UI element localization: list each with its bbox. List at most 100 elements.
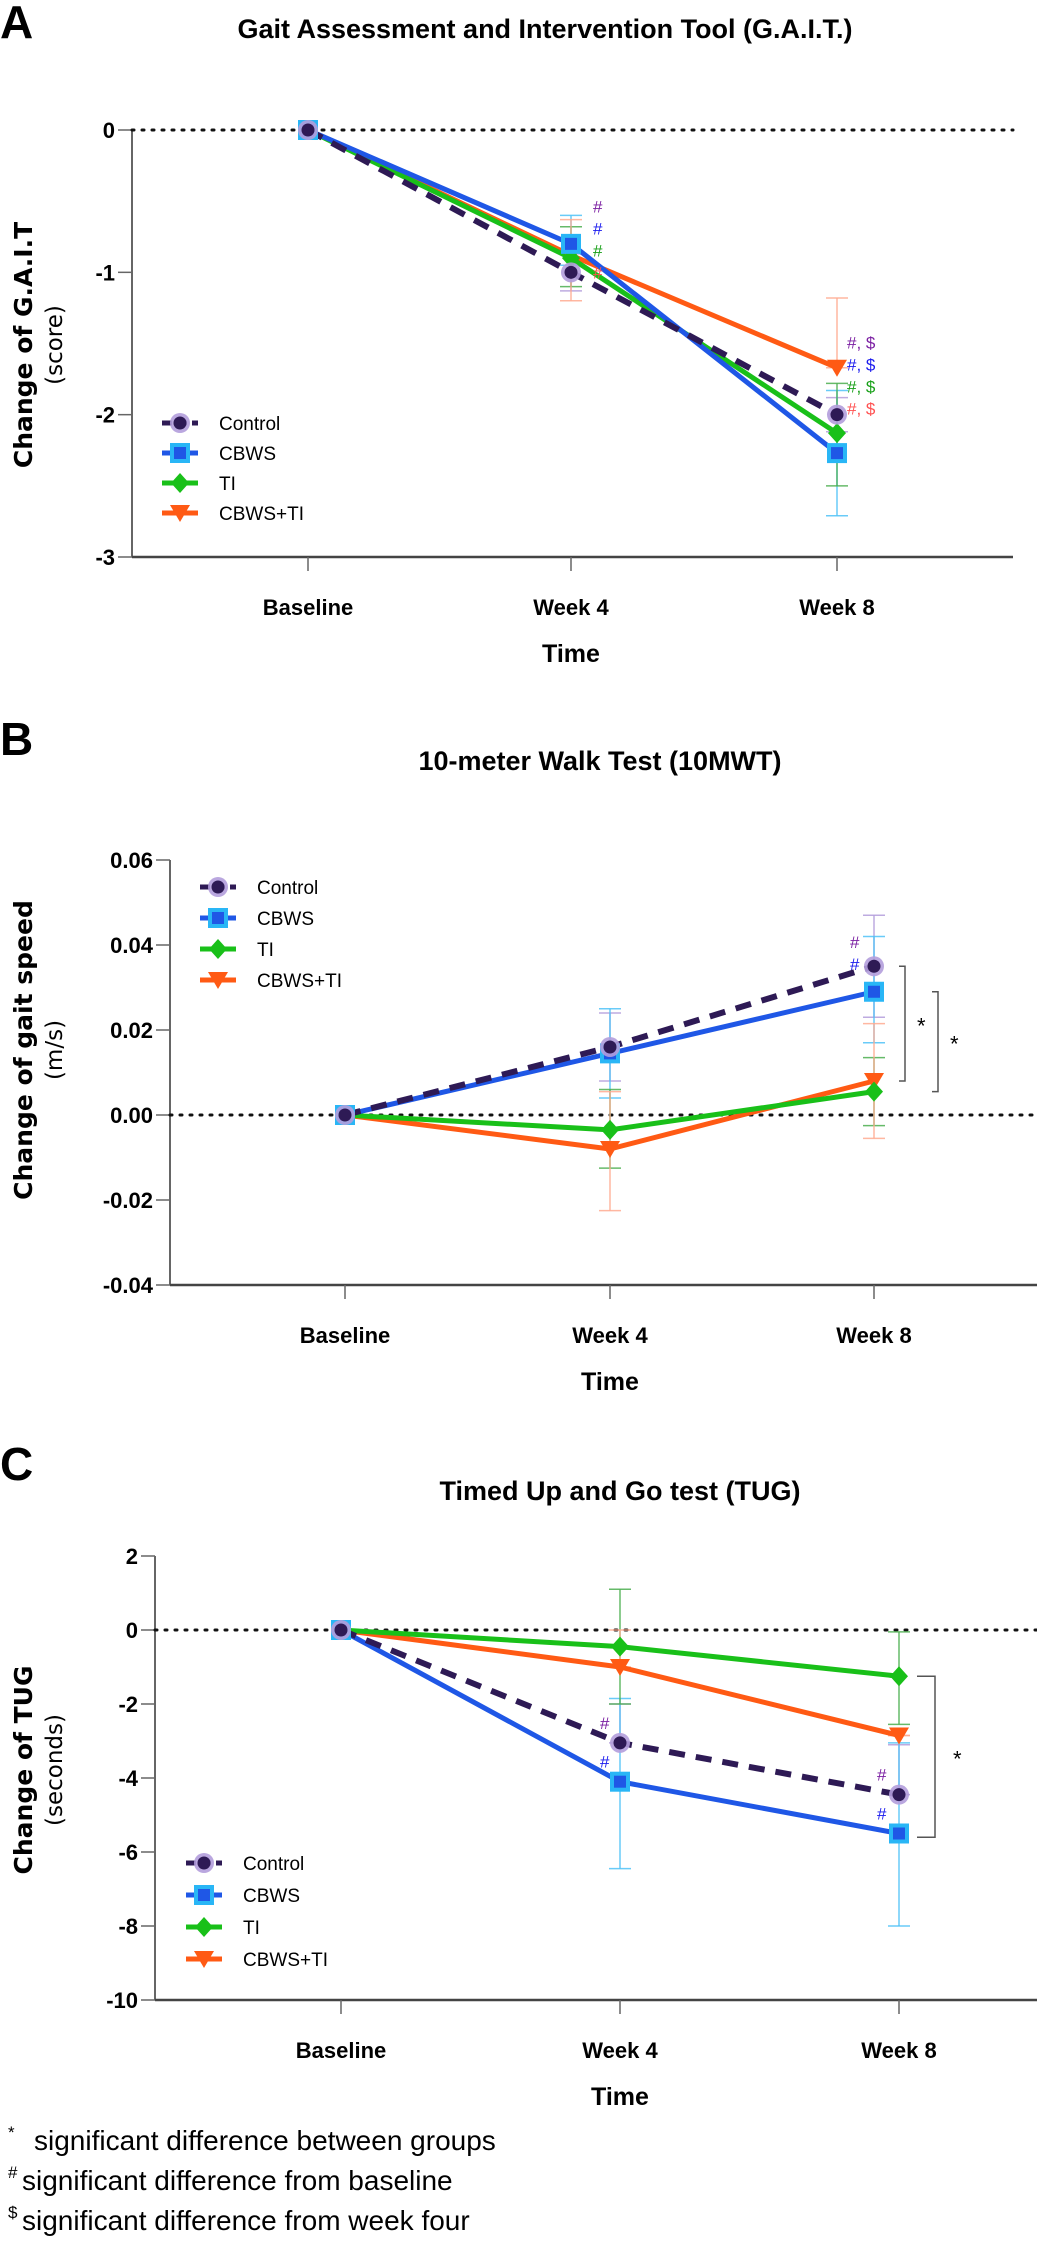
significance-annotation: # — [593, 241, 603, 260]
data-point-ti — [601, 1119, 619, 1140]
y-axis-unit-label: (score) — [42, 305, 68, 385]
y-tick-label: 0.02 — [110, 1018, 153, 1043]
significance-annotation: # — [877, 1766, 887, 1785]
significance-annotation: # — [877, 1805, 887, 1824]
y-tick-label: 0.06 — [110, 848, 153, 873]
data-point-cbws-ti — [600, 1141, 620, 1158]
footnote-symbol: * — [8, 2123, 15, 2142]
y-tick-label: -4 — [118, 1766, 138, 1791]
legend: Control CBWS TI CBWS+TI — [200, 877, 342, 992]
significance-star: * — [917, 1014, 926, 1039]
y-tick-label: 0 — [126, 1618, 138, 1643]
y-axis-label: Change of TUG — [9, 1666, 38, 1875]
data-point-control — [301, 123, 315, 137]
legend-item: TI — [200, 939, 274, 961]
x-tick-label: Baseline — [300, 1323, 391, 1348]
significance-annotation: #, $ — [847, 356, 876, 375]
data-point-cbws-ti — [864, 1073, 884, 1090]
legend-item: Control — [200, 877, 318, 899]
y-tick-label: -2 — [95, 403, 115, 428]
legend-item: CBWS — [186, 1885, 300, 1907]
chart-title: Gait Assessment and Intervention Tool (G… — [237, 14, 852, 44]
legend-marker-triangle-down-icon — [208, 972, 228, 989]
significance-annotation: #, $ — [847, 400, 876, 419]
data-point-cbws — [831, 447, 843, 460]
chart-panel-a: A Gait Assessment and Intervention Tool (… — [0, 0, 1015, 668]
x-tick-label: Week 8 — [799, 595, 874, 620]
legend-marker-square-icon — [212, 912, 224, 924]
data-point-cbws-ti — [827, 359, 847, 377]
data-point-control — [867, 959, 881, 973]
significance-star: * — [953, 1747, 962, 1772]
legend-marker-diamond-icon — [195, 1917, 213, 1937]
legend-item: CBWS+TI — [186, 1950, 328, 1971]
data-point-cbws — [614, 1775, 626, 1788]
y-axis-unit-label: (seconds) — [42, 1714, 68, 1826]
x-tick-label: Baseline — [296, 2038, 387, 2063]
chart-panel-c: C Timed Up and Go test (TUG) 2 0 -2 -4 -6 -8 -10… — [0, 1438, 1037, 2111]
significance-annotation: #, $ — [847, 334, 876, 353]
x-tick-label: Week 8 — [861, 2038, 936, 2063]
legend-label: CBWS+TI — [219, 504, 304, 525]
legend-marker-circle-icon — [173, 416, 187, 430]
legend-marker-square-icon — [174, 447, 186, 459]
legend-marker-square-icon — [198, 1889, 210, 1901]
legend-label: TI — [243, 1918, 260, 1939]
legend-label: Control — [243, 1854, 304, 1875]
legend-marker-diamond-icon — [209, 939, 227, 959]
y-axis-label: Change of gait speed — [9, 900, 38, 1200]
footnote-text: significant difference from baseline — [22, 2165, 453, 2196]
legend-label: CBWS — [257, 909, 314, 930]
x-tick-label: Baseline — [263, 595, 354, 620]
x-axis-label: Time — [542, 640, 600, 668]
legend-label: CBWS — [243, 1886, 300, 1907]
legend-marker-circle-icon — [197, 1856, 211, 1870]
footnote-text: significant difference from week four — [22, 2205, 470, 2236]
legend-item: CBWS+TI — [200, 971, 342, 992]
chart-panel-b: B 10-meter Walk Test (10MWT) 0.06 0.04 0.02 0… — [0, 713, 1037, 1396]
data-point-cbws-ti — [610, 1659, 630, 1676]
data-point-control — [564, 265, 578, 279]
significance-star: * — [950, 1032, 959, 1057]
legend-label: TI — [219, 474, 236, 495]
y-axis-unit-label: (m/s) — [42, 1020, 68, 1080]
data-point-ti — [828, 423, 846, 444]
legend-item: CBWS — [162, 443, 276, 465]
y-tick-label: 0.04 — [110, 933, 154, 958]
legend-marker-triangle-down-icon — [170, 505, 190, 522]
panel-letter: A — [0, 0, 33, 48]
y-tick-label: 0 — [103, 118, 115, 143]
legend-marker-triangle-down-icon — [194, 1951, 214, 1968]
significance-bracket — [917, 1675, 936, 1838]
legend-item: TI — [186, 1917, 260, 1939]
y-tick-label: -3 — [95, 545, 115, 570]
y-tick-label: -10 — [106, 1988, 138, 2013]
y-tick-label: -0.02 — [103, 1188, 153, 1213]
legend-item: CBWS+TI — [162, 504, 304, 525]
data-point-cbws — [565, 237, 577, 250]
y-axis-label: Change of G.A.I.T — [9, 222, 38, 468]
legend-label: TI — [257, 940, 274, 961]
legend-label: CBWS — [219, 444, 276, 465]
chart-title: Timed Up and Go test (TUG) — [439, 1476, 800, 1506]
chart-title: 10-meter Walk Test (10MWT) — [418, 746, 781, 776]
x-tick-label: Week 4 — [572, 1323, 648, 1348]
panel-letter: B — [0, 713, 33, 765]
significance-bracket — [932, 991, 939, 1093]
legend-label: Control — [257, 878, 318, 899]
significance-bracket — [899, 965, 906, 1082]
significance-annotation: # — [593, 219, 603, 238]
significance-annotation: # — [593, 263, 603, 282]
legend: Control CBWS TI CBWS+TI — [186, 1853, 328, 1971]
legend-item: Control — [162, 413, 280, 435]
data-point-control — [892, 1788, 906, 1802]
data-point-control — [613, 1736, 627, 1750]
significance-annotation: #, $ — [847, 378, 876, 397]
legend-label: Control — [219, 414, 280, 435]
legend-marker-diamond-icon — [171, 473, 189, 493]
legend-item: CBWS — [200, 908, 314, 930]
significance-annotation: # — [600, 1714, 610, 1733]
footnote-text: significant difference between groups — [34, 2125, 496, 2156]
significance-annotation: # — [593, 197, 603, 216]
